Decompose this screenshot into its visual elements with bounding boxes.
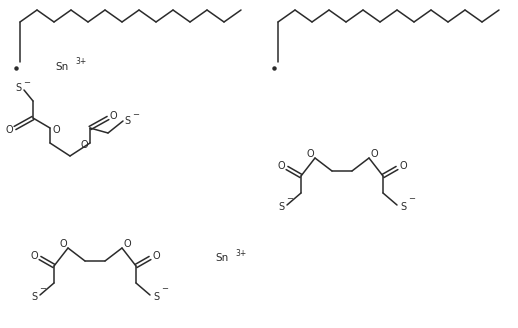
Text: O: O (152, 251, 160, 261)
Text: O: O (5, 125, 13, 135)
Text: O: O (277, 161, 285, 171)
Text: O: O (370, 149, 378, 159)
Text: S: S (124, 116, 130, 126)
Text: O: O (399, 161, 407, 171)
Text: S: S (31, 292, 37, 302)
Text: −: − (23, 78, 31, 88)
Text: O: O (52, 125, 60, 135)
Text: S: S (400, 202, 406, 212)
Text: −: − (133, 111, 139, 119)
Text: −: − (409, 195, 415, 203)
Text: −: − (286, 195, 294, 203)
Text: −: − (39, 284, 47, 294)
Text: S: S (278, 202, 284, 212)
Text: −: − (162, 284, 168, 294)
Text: Sn: Sn (215, 253, 228, 263)
Text: 3+: 3+ (75, 57, 87, 67)
Text: S: S (153, 292, 159, 302)
Text: O: O (109, 111, 117, 121)
Text: O: O (59, 239, 67, 249)
Text: O: O (306, 149, 314, 159)
Text: Sn: Sn (55, 62, 68, 72)
Text: O: O (30, 251, 38, 261)
Text: O: O (123, 239, 131, 249)
Text: O: O (80, 140, 88, 150)
Text: S: S (15, 83, 21, 93)
Text: 3+: 3+ (235, 249, 246, 257)
